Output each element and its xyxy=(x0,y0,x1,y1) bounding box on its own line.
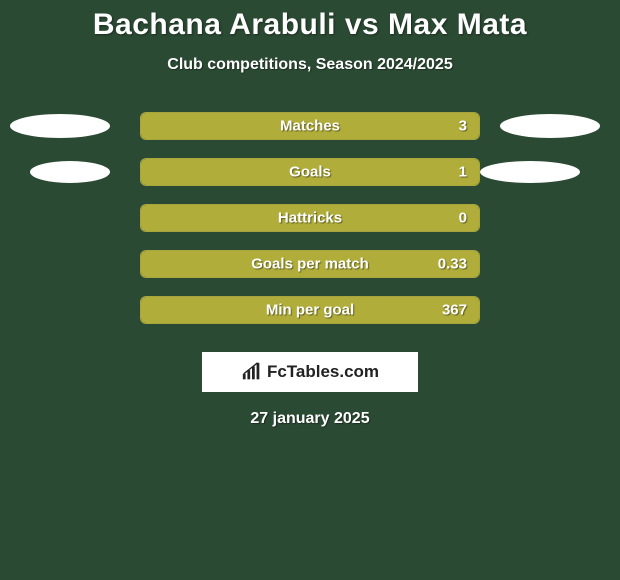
stat-row: Goals 1 xyxy=(0,158,620,186)
stat-value: 0 xyxy=(459,210,467,227)
stat-bar: Min per goal 367 xyxy=(140,296,480,324)
stat-label: Goals xyxy=(289,164,331,181)
chart-icon xyxy=(241,361,263,383)
stat-label: Hattricks xyxy=(278,210,342,227)
logo-text: FcTables.com xyxy=(267,362,379,382)
logo: FcTables.com xyxy=(241,361,379,383)
date-text: 27 january 2025 xyxy=(0,410,620,428)
logo-box: FcTables.com xyxy=(202,352,418,392)
stat-label: Matches xyxy=(280,118,340,135)
stat-label: Min per goal xyxy=(266,302,354,319)
oval-left xyxy=(30,161,110,183)
stat-value: 367 xyxy=(442,302,467,319)
oval-right xyxy=(500,114,600,138)
stat-value: 0.33 xyxy=(438,256,467,273)
stat-value: 3 xyxy=(459,118,467,135)
subtitle: Club competitions, Season 2024/2025 xyxy=(0,56,620,74)
oval-right xyxy=(480,161,580,183)
stat-bar: Hattricks 0 xyxy=(140,204,480,232)
stat-value: 1 xyxy=(459,164,467,181)
stat-row: Matches 3 xyxy=(0,112,620,140)
stat-row: Min per goal 367 xyxy=(0,296,620,324)
stat-row: Hattricks 0 xyxy=(0,204,620,232)
page-title: Bachana Arabuli vs Max Mata xyxy=(0,8,620,42)
oval-left xyxy=(10,114,110,138)
stat-bar: Goals 1 xyxy=(140,158,480,186)
stat-label: Goals per match xyxy=(251,256,369,273)
stat-bar: Matches 3 xyxy=(140,112,480,140)
stats-list: Matches 3 Goals 1 Hattricks 0 Goals per match 0… xyxy=(0,112,620,324)
stat-row: Goals per match 0.33 xyxy=(0,250,620,278)
stat-bar: Goals per match 0.33 xyxy=(140,250,480,278)
